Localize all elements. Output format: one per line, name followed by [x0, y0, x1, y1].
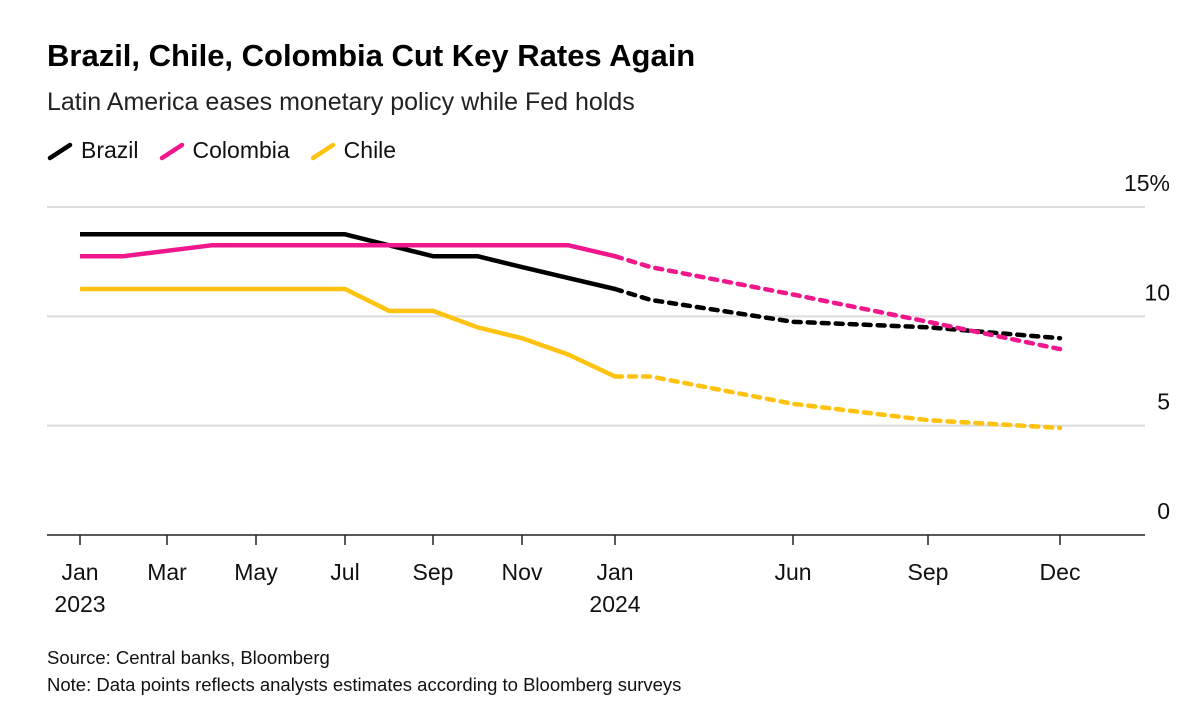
legend-item-colombia: Colombia — [159, 137, 290, 164]
legend-label: Colombia — [192, 137, 290, 163]
x-tick-label: Jun — [774, 559, 811, 585]
chart-title: Brazil, Chile, Colombia Cut Key Rates Ag… — [47, 38, 696, 73]
footnote: Note: Data points reflects analysts esti… — [47, 674, 682, 695]
x-tick-year-label: 2024 — [589, 591, 640, 617]
x-tick-label: Sep — [413, 559, 454, 585]
x-tick-label: Jan — [61, 559, 98, 585]
legend-label: Brazil — [81, 137, 139, 163]
y-tick-label: 15% — [1124, 170, 1170, 196]
x-tick-year-label: 2023 — [54, 591, 105, 617]
source-note: Source: Central banks, Bloomberg — [47, 647, 330, 668]
x-tick-label: Nov — [502, 559, 543, 585]
x-tick-label: Mar — [147, 559, 187, 585]
series-chile-actual-line — [80, 286, 616, 379]
y-tick-label: 0 — [1157, 498, 1170, 524]
legend-item-brazil: Brazil — [47, 137, 139, 164]
series-brazil-actual-line — [80, 232, 616, 292]
chart-subtitle: Latin America eases monetary policy whil… — [47, 88, 635, 116]
y-tick-label: 10 — [1144, 279, 1170, 305]
series-chile-estimate-line — [612, 374, 1063, 431]
x-tick-label: May — [234, 559, 278, 585]
legend-label: Chile — [343, 137, 397, 163]
x-tick-label: Jul — [330, 559, 359, 585]
legend-item-chile: Chile — [310, 137, 396, 164]
series-colombia-estimate-line — [612, 253, 1063, 352]
x-tick-label: Jan — [596, 559, 633, 585]
legend-swatch-icon — [159, 142, 184, 160]
x-tick-label: Sep — [908, 559, 949, 585]
legend-swatch-icon — [47, 142, 73, 160]
series-colombia-actual-line — [80, 243, 616, 259]
x-tick-label: Dec — [1040, 559, 1081, 585]
y-tick-label: 5 — [1157, 389, 1170, 415]
legend-swatch-icon — [310, 142, 335, 160]
series-brazil-estimate-line — [612, 286, 1063, 341]
legend: Brazil Colombia Chile — [47, 137, 396, 164]
